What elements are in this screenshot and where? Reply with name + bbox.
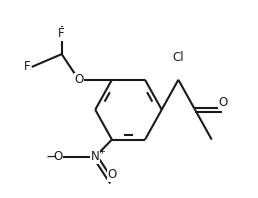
Text: O: O xyxy=(74,73,83,86)
Text: +: + xyxy=(98,147,105,156)
Text: O: O xyxy=(53,150,63,163)
Text: Cl: Cl xyxy=(173,51,184,64)
Text: F: F xyxy=(58,27,65,40)
Text: O: O xyxy=(219,96,228,109)
Text: N: N xyxy=(91,150,100,163)
Text: O: O xyxy=(107,168,117,181)
Text: F: F xyxy=(24,60,31,73)
Text: −: − xyxy=(46,150,57,164)
